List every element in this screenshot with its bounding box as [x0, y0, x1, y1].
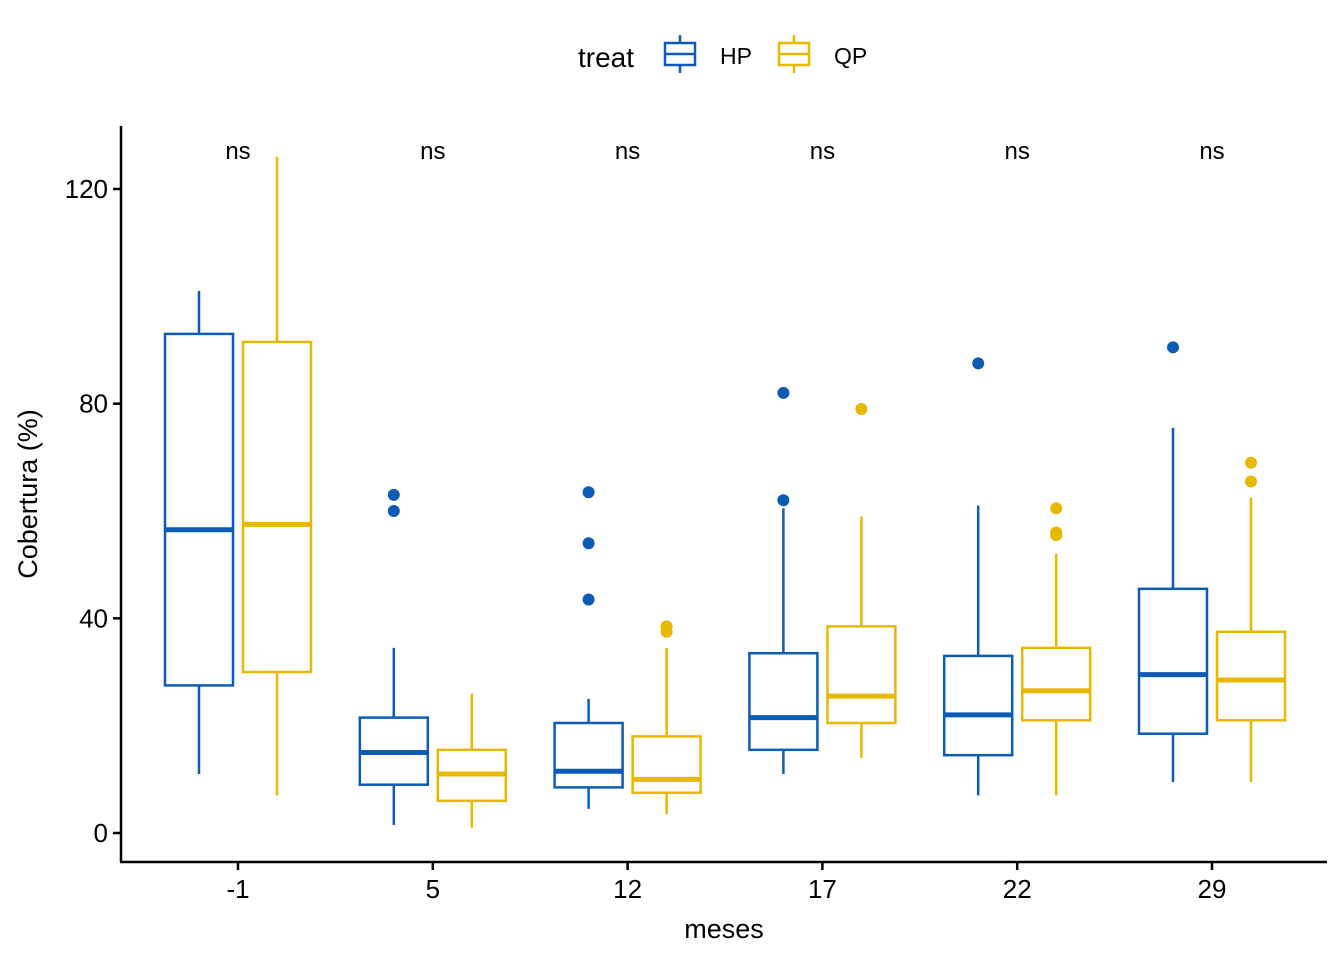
y-tick-label: 0 [94, 818, 108, 848]
legend-label: HP [720, 43, 752, 69]
box-QP-5 [436, 693, 508, 828]
significance-label: ns [615, 138, 640, 165]
outlier-point [777, 386, 790, 399]
x-tick-label: 22 [1003, 874, 1032, 904]
box-body [826, 625, 897, 725]
x-tick-label: 12 [613, 874, 642, 904]
y-tick-label: 120 [65, 174, 108, 204]
x-tick-label: 17 [808, 874, 837, 904]
box-HP-17 [748, 386, 819, 774]
y-tick-label: 40 [79, 603, 108, 633]
y-axis-title: Cobertura (%) [13, 409, 43, 579]
outlier-point [387, 505, 400, 517]
outlier-point [582, 593, 595, 606]
box-body [1020, 646, 1092, 722]
legend-title: treat [578, 42, 634, 73]
significance-label: ns [1199, 138, 1224, 165]
box-body [553, 721, 624, 789]
y-ticks: 0 40 80 120 [65, 174, 121, 848]
significance-label: ns [420, 138, 445, 165]
box-HP-22 [942, 357, 1014, 796]
box-QP-29 [1215, 456, 1287, 783]
outlier-point [1167, 341, 1179, 354]
outlier-point [1245, 475, 1257, 488]
box-QP-17 [826, 403, 897, 758]
outlier-point [777, 494, 790, 507]
box-HP-12 [553, 486, 624, 809]
outlier-point [1050, 526, 1063, 539]
box-body [748, 651, 819, 752]
legend-key-QP: QP [777, 35, 867, 73]
outlier-point [582, 537, 595, 550]
legend-key-HP: HP [663, 35, 752, 73]
box-body [163, 332, 235, 687]
box-body [241, 340, 313, 674]
box-HP-5 [358, 488, 430, 825]
box-body [942, 654, 1014, 757]
significance-label: ns [810, 138, 835, 165]
significance-label: ns [1005, 138, 1030, 165]
plot-area: ns ns ns ns ns ns [163, 138, 1287, 828]
box-QP-22 [1020, 502, 1092, 796]
significance-label: ns [225, 138, 250, 165]
x-axis-title: meses [684, 914, 764, 944]
outlier-point [855, 403, 868, 416]
box-QP--1 [241, 156, 313, 796]
x-ticks: -1 5 12 17 22 29 [226, 862, 1226, 904]
box-QP-12 [631, 620, 702, 815]
box-body [1215, 630, 1287, 722]
box-HP-29 [1137, 341, 1209, 783]
outlier-point [582, 486, 595, 499]
y-tick-label: 80 [79, 389, 108, 419]
legend: treat HP QP [578, 35, 867, 73]
legend-keys: HP QP [663, 35, 867, 73]
x-tick-label: -1 [226, 874, 249, 904]
legend-label: QP [834, 43, 867, 69]
x-tick-label: 5 [426, 874, 440, 904]
axes: 0 40 80 120 -1 5 12 17 22 29 meses Cobertura (%) [13, 126, 1327, 944]
outlier-point [1050, 502, 1063, 515]
outlier-point [1245, 456, 1257, 469]
outlier-point [660, 620, 673, 633]
x-tick-label: 29 [1198, 874, 1227, 904]
outlier-point [972, 357, 985, 370]
box-HP--1 [163, 290, 235, 774]
box-body [1137, 587, 1209, 735]
box-body [631, 735, 702, 795]
outlier-point [387, 488, 400, 501]
